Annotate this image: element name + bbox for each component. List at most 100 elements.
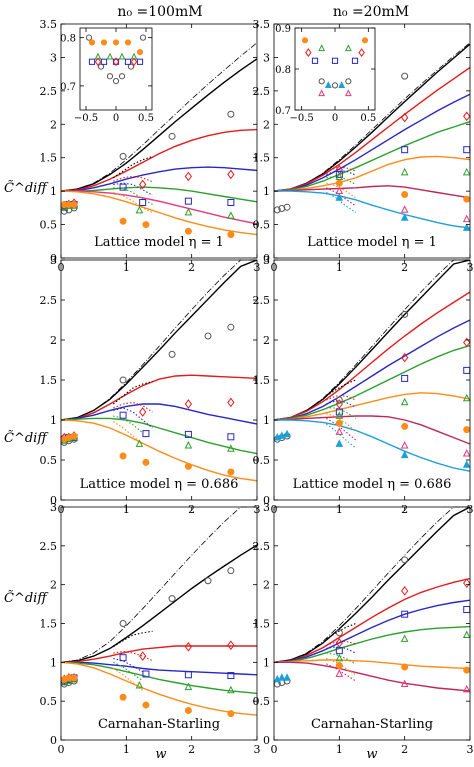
y-axis-label-row2: C̃^diff: [4, 430, 49, 446]
series-line: [60, 419, 258, 482]
data-point: [358, 48, 365, 58]
data-point: [335, 411, 344, 419]
y-tick-label: 3: [50, 51, 57, 64]
series-line: [60, 661, 258, 716]
y-tick-label: 0.5: [253, 219, 271, 232]
column-title-right: n₀ =20mM: [333, 4, 409, 20]
data-point: [88, 39, 96, 46]
data-point: [462, 223, 471, 231]
data-point: [463, 111, 471, 122]
series-line-dotted: [113, 191, 153, 213]
data-point: [227, 444, 235, 452]
series-line: [273, 66, 471, 192]
x-tick-label: 0: [113, 113, 119, 124]
y-tick-label: 1.5: [40, 374, 58, 387]
plot-frame: [60, 23, 258, 259]
data-point: [124, 58, 132, 65]
data-point: [463, 578, 471, 588]
data-point: [184, 706, 192, 714]
data-point: [463, 195, 471, 203]
y-tick-label: 1.5: [253, 618, 271, 631]
data-point: [135, 681, 144, 689]
data-point: [227, 672, 235, 680]
series-line-dotted: [112, 421, 144, 445]
data-point: [335, 629, 343, 637]
data-point: [184, 171, 193, 182]
data-point: [204, 577, 212, 585]
data-point: [184, 399, 193, 409]
data-point: [184, 430, 192, 438]
data-point: [335, 427, 344, 435]
data-point: [462, 684, 471, 693]
data-point: [88, 58, 96, 65]
series-line: [273, 577, 471, 663]
y-tick-label: 2: [50, 334, 57, 347]
series-line-dotted: [113, 182, 153, 196]
x-axis-label-right: w: [366, 747, 377, 762]
data-point: [400, 440, 409, 449]
data-point: [118, 73, 126, 80]
data-point: [70, 432, 78, 440]
series-line: [60, 417, 258, 455]
y-tick-label: 3: [50, 254, 57, 267]
data-point: [227, 567, 235, 575]
data-point: [119, 693, 127, 701]
y-tick-label: 0: [263, 252, 270, 265]
data-point: [344, 89, 352, 97]
data-point: [401, 352, 409, 363]
data-point: [401, 190, 409, 198]
panel-annotation: Lattice model η = 1: [307, 235, 437, 250]
data-point: [142, 701, 150, 709]
series-line-dashdot: [273, 259, 470, 421]
data-point: [401, 112, 409, 123]
x-tick-label: 2: [188, 743, 195, 756]
data-point: [70, 201, 78, 209]
data-point: [463, 337, 471, 348]
data-point: [118, 52, 126, 60]
y-tick-label: 0.9: [275, 24, 291, 35]
data-point: [400, 205, 409, 213]
data-point: [401, 556, 409, 564]
data-point: [338, 81, 346, 88]
series-line-dotted: [326, 395, 356, 401]
y-tick-label: 0.5: [40, 219, 58, 232]
data-point: [139, 407, 147, 417]
series-line: [61, 190, 258, 225]
x-tick-label: 2: [401, 261, 408, 274]
data-point: [401, 146, 409, 154]
data-point: [331, 57, 339, 64]
data-point: [100, 39, 108, 46]
y-tick-label: 2.5: [253, 294, 271, 307]
data-point: [283, 673, 291, 681]
data-point: [227, 397, 235, 408]
y-tick-label: 2: [50, 118, 57, 131]
data-point: [318, 78, 325, 85]
data-point: [401, 72, 409, 80]
series-line: [273, 659, 471, 670]
data-point: [119, 654, 127, 662]
y-tick-label: 1.5: [253, 374, 271, 387]
x-tick-label: −0.5: [74, 113, 98, 124]
y-tick-label: 1: [50, 185, 57, 198]
series-line-dotted: [112, 381, 153, 405]
y-tick-label: 2.5: [40, 294, 58, 307]
data-point: [401, 663, 409, 671]
data-point: [227, 323, 235, 331]
plot-frame: [60, 259, 258, 501]
column-title-left: n₀ =100mM: [117, 4, 202, 20]
data-point: [227, 433, 235, 441]
data-point: [136, 58, 144, 65]
data-point: [463, 606, 471, 614]
y-tick-label: 0: [50, 494, 57, 507]
x-tick-label: 3: [254, 743, 261, 756]
data-point: [130, 57, 138, 67]
series-line: [60, 166, 258, 192]
data-point: [401, 586, 409, 596]
data-point: [335, 399, 343, 409]
data-point: [227, 110, 235, 118]
x-axis-label-left: w: [155, 747, 166, 762]
x-tick-label: 1: [123, 743, 130, 756]
x-tick-label: 0: [271, 743, 278, 756]
series-line-dotted: [326, 407, 357, 419]
